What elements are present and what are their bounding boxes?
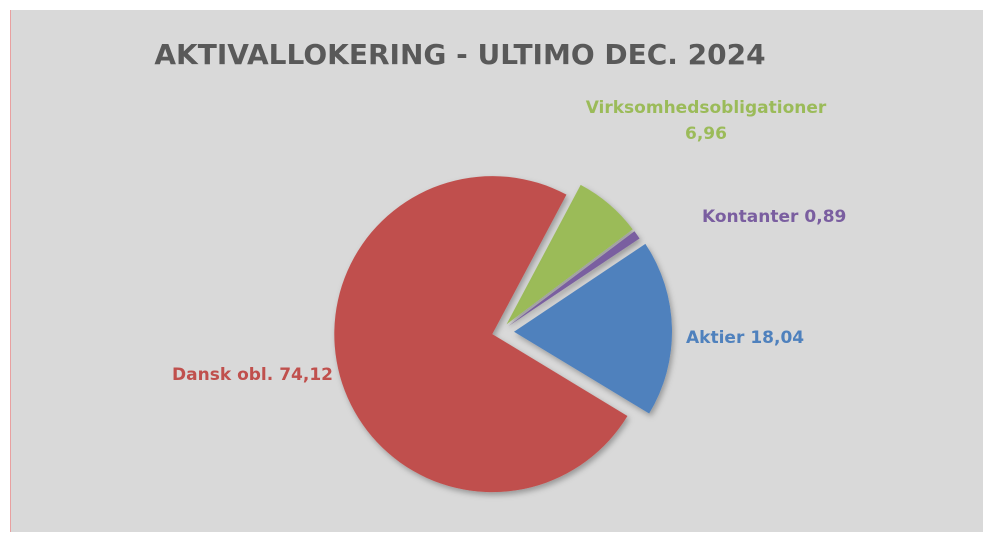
value-label: 0,89 xyxy=(804,207,846,227)
category-label: Aktier xyxy=(686,328,745,348)
pie-slice xyxy=(506,184,633,325)
value-label: 18,04 xyxy=(750,328,804,348)
pie-slice xyxy=(508,231,640,327)
category-label: Virksomhedsobligationer xyxy=(586,98,827,118)
pie-slice xyxy=(513,243,672,414)
data-label: Dansk obl. 74,12 xyxy=(172,365,333,385)
category-label: Dansk obl. xyxy=(172,365,273,385)
chart-title: AKTIVALLOKERING - ULTIMO DEC. 2024 xyxy=(154,38,765,71)
pie-slice xyxy=(334,176,628,493)
data-label: Virksomhedsobligationer 6,96 xyxy=(586,98,827,144)
data-label: Kontanter 0,89 xyxy=(702,207,846,227)
category-label: Kontanter xyxy=(702,207,799,227)
value-label: 6,96 xyxy=(685,124,727,144)
value-label: 74,12 xyxy=(279,365,333,385)
labels: Virksomhedsobligationer 6,96 Kontanter 0,89… xyxy=(172,98,846,385)
pie xyxy=(334,176,672,493)
data-label: Aktier 18,04 xyxy=(686,328,804,348)
